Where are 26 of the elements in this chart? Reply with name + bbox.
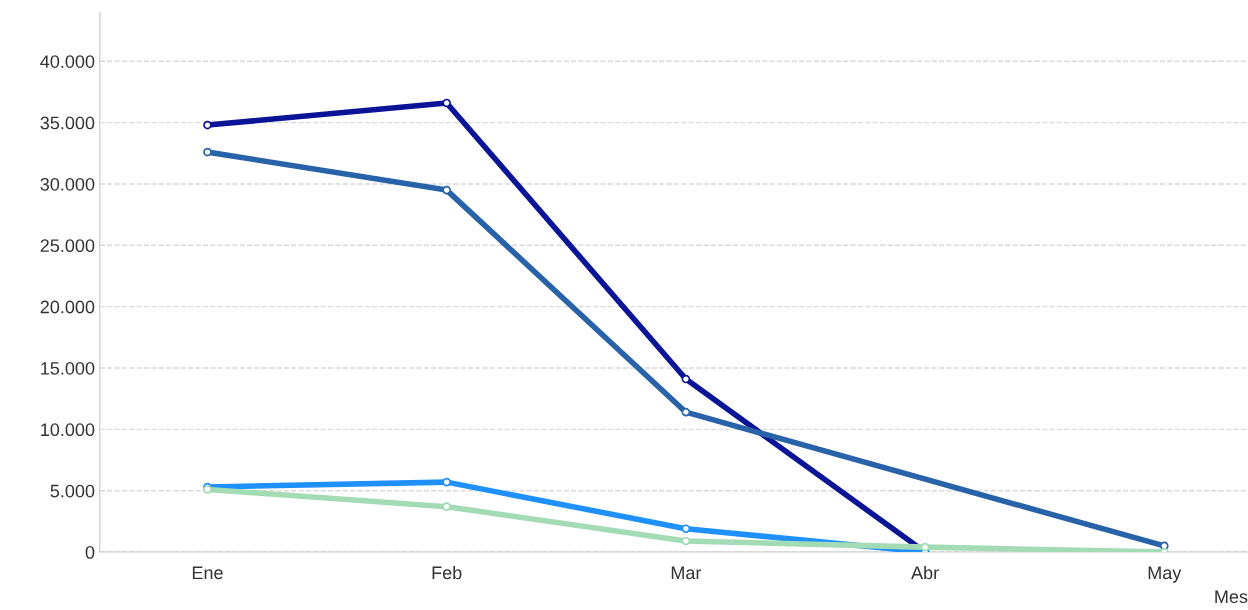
x-tick-label: Mar xyxy=(671,566,702,580)
x-tick-label: May xyxy=(1148,566,1182,583)
x-tick-label: Feb xyxy=(432,565,462,580)
y-tick-label: 0 xyxy=(85,545,95,559)
point xyxy=(920,542,930,552)
point xyxy=(681,374,691,384)
y-tick-label: 25.000 xyxy=(40,239,95,253)
point xyxy=(442,98,451,108)
x-tick-label: Abr xyxy=(911,565,939,580)
point xyxy=(442,477,451,487)
x-tick-label: Ene xyxy=(192,566,223,580)
x-axis-title: Mes xyxy=(1215,590,1248,604)
point xyxy=(681,536,691,546)
point xyxy=(681,407,691,417)
point xyxy=(442,185,451,195)
y-tick-label: 35.000 xyxy=(40,116,95,130)
y-tick-label: 30.000 xyxy=(40,177,95,191)
point xyxy=(203,120,212,130)
y-tick-label: 40.000 xyxy=(40,55,95,68)
y-tick-label: 15.000 xyxy=(41,361,95,375)
y-tick-label: 5.000 xyxy=(50,484,95,498)
point xyxy=(203,147,212,157)
y-tick-label: 20.000 xyxy=(40,300,95,314)
y-tick-label: 10.000 xyxy=(41,423,95,437)
point xyxy=(681,524,691,534)
point xyxy=(442,502,451,511)
